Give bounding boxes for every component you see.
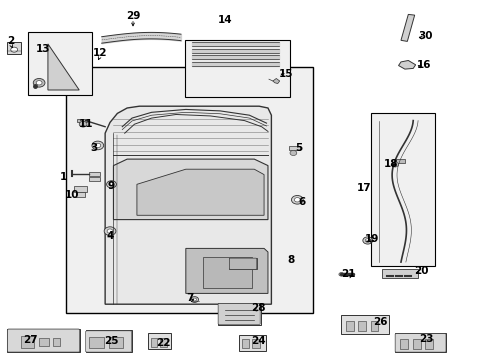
Bar (85, 330, 132, 352)
Text: 19: 19 (364, 234, 378, 244)
Text: 27: 27 (23, 335, 38, 345)
Bar (39, 338, 49, 346)
Text: 28: 28 (250, 303, 265, 313)
Circle shape (365, 239, 369, 242)
Circle shape (11, 47, 18, 52)
Text: 10: 10 (65, 190, 80, 200)
Polygon shape (400, 14, 414, 41)
FancyBboxPatch shape (218, 303, 260, 324)
Polygon shape (48, 44, 79, 90)
FancyBboxPatch shape (394, 334, 445, 352)
Polygon shape (113, 159, 267, 220)
Bar (147, 333, 171, 349)
Text: 8: 8 (287, 255, 294, 265)
Bar (241, 339, 249, 348)
Polygon shape (105, 106, 271, 304)
Text: 23: 23 (418, 334, 433, 344)
Circle shape (107, 229, 113, 233)
Circle shape (338, 273, 343, 276)
Bar (370, 321, 378, 331)
Polygon shape (137, 169, 264, 215)
Text: 24: 24 (250, 336, 265, 346)
Bar (7, 329, 80, 352)
Text: 20: 20 (413, 266, 428, 276)
Bar (184, 40, 289, 97)
Text: 2: 2 (7, 36, 14, 46)
Text: 11: 11 (78, 119, 93, 129)
Bar (108, 337, 123, 348)
Text: 13: 13 (36, 44, 50, 54)
Bar (399, 339, 407, 349)
Bar (53, 338, 60, 346)
Bar (89, 177, 100, 181)
Bar (20, 336, 34, 348)
Bar (370, 113, 434, 266)
Text: 14: 14 (217, 15, 232, 25)
Bar (341, 315, 388, 334)
Bar (160, 338, 167, 347)
Bar (228, 258, 257, 269)
Bar (346, 321, 353, 331)
FancyBboxPatch shape (7, 329, 80, 352)
Bar (395, 159, 404, 163)
Text: 7: 7 (185, 293, 193, 303)
Circle shape (92, 141, 103, 150)
Bar (238, 335, 265, 351)
Text: 22: 22 (156, 338, 171, 348)
Circle shape (391, 162, 398, 167)
Polygon shape (185, 248, 267, 293)
Text: 4: 4 (106, 231, 114, 241)
Text: 21: 21 (340, 269, 355, 279)
Text: 5: 5 (295, 143, 302, 153)
Text: 1: 1 (60, 172, 67, 182)
Circle shape (106, 181, 116, 188)
Circle shape (109, 183, 114, 186)
Text: 30: 30 (417, 31, 432, 41)
Text: 9: 9 (108, 181, 115, 192)
Bar (412, 339, 420, 349)
Circle shape (79, 121, 87, 127)
Bar (252, 339, 260, 348)
Bar (76, 192, 84, 197)
Text: 18: 18 (383, 159, 398, 169)
Text: 17: 17 (356, 183, 371, 193)
Circle shape (104, 227, 116, 235)
Circle shape (294, 198, 300, 202)
FancyBboxPatch shape (229, 258, 256, 269)
Bar (425, 339, 432, 349)
Text: 15: 15 (278, 69, 293, 79)
Bar (289, 146, 300, 150)
Bar (150, 338, 157, 347)
Circle shape (36, 81, 42, 85)
Bar (217, 303, 260, 325)
Bar (89, 337, 104, 348)
Polygon shape (398, 60, 415, 69)
Bar (66, 67, 312, 313)
Circle shape (291, 195, 303, 204)
Bar (77, 119, 87, 122)
Bar (394, 333, 446, 352)
Text: 6: 6 (298, 197, 305, 207)
Text: 16: 16 (416, 60, 431, 70)
Circle shape (362, 237, 372, 244)
Text: 29: 29 (125, 11, 140, 21)
Bar (358, 321, 366, 331)
Circle shape (95, 143, 101, 148)
Text: 26: 26 (372, 317, 387, 327)
Circle shape (33, 78, 45, 87)
Text: 25: 25 (104, 336, 119, 346)
Bar (28, 32, 92, 95)
Text: 12: 12 (93, 48, 107, 58)
Text: 3: 3 (90, 143, 97, 153)
Circle shape (190, 297, 198, 302)
Bar (74, 186, 86, 192)
Circle shape (192, 298, 196, 301)
Bar (7, 42, 21, 54)
Bar (89, 172, 100, 176)
Bar (203, 257, 251, 288)
Bar (382, 269, 417, 278)
FancyBboxPatch shape (85, 331, 131, 352)
Polygon shape (272, 78, 279, 84)
Circle shape (289, 150, 296, 156)
